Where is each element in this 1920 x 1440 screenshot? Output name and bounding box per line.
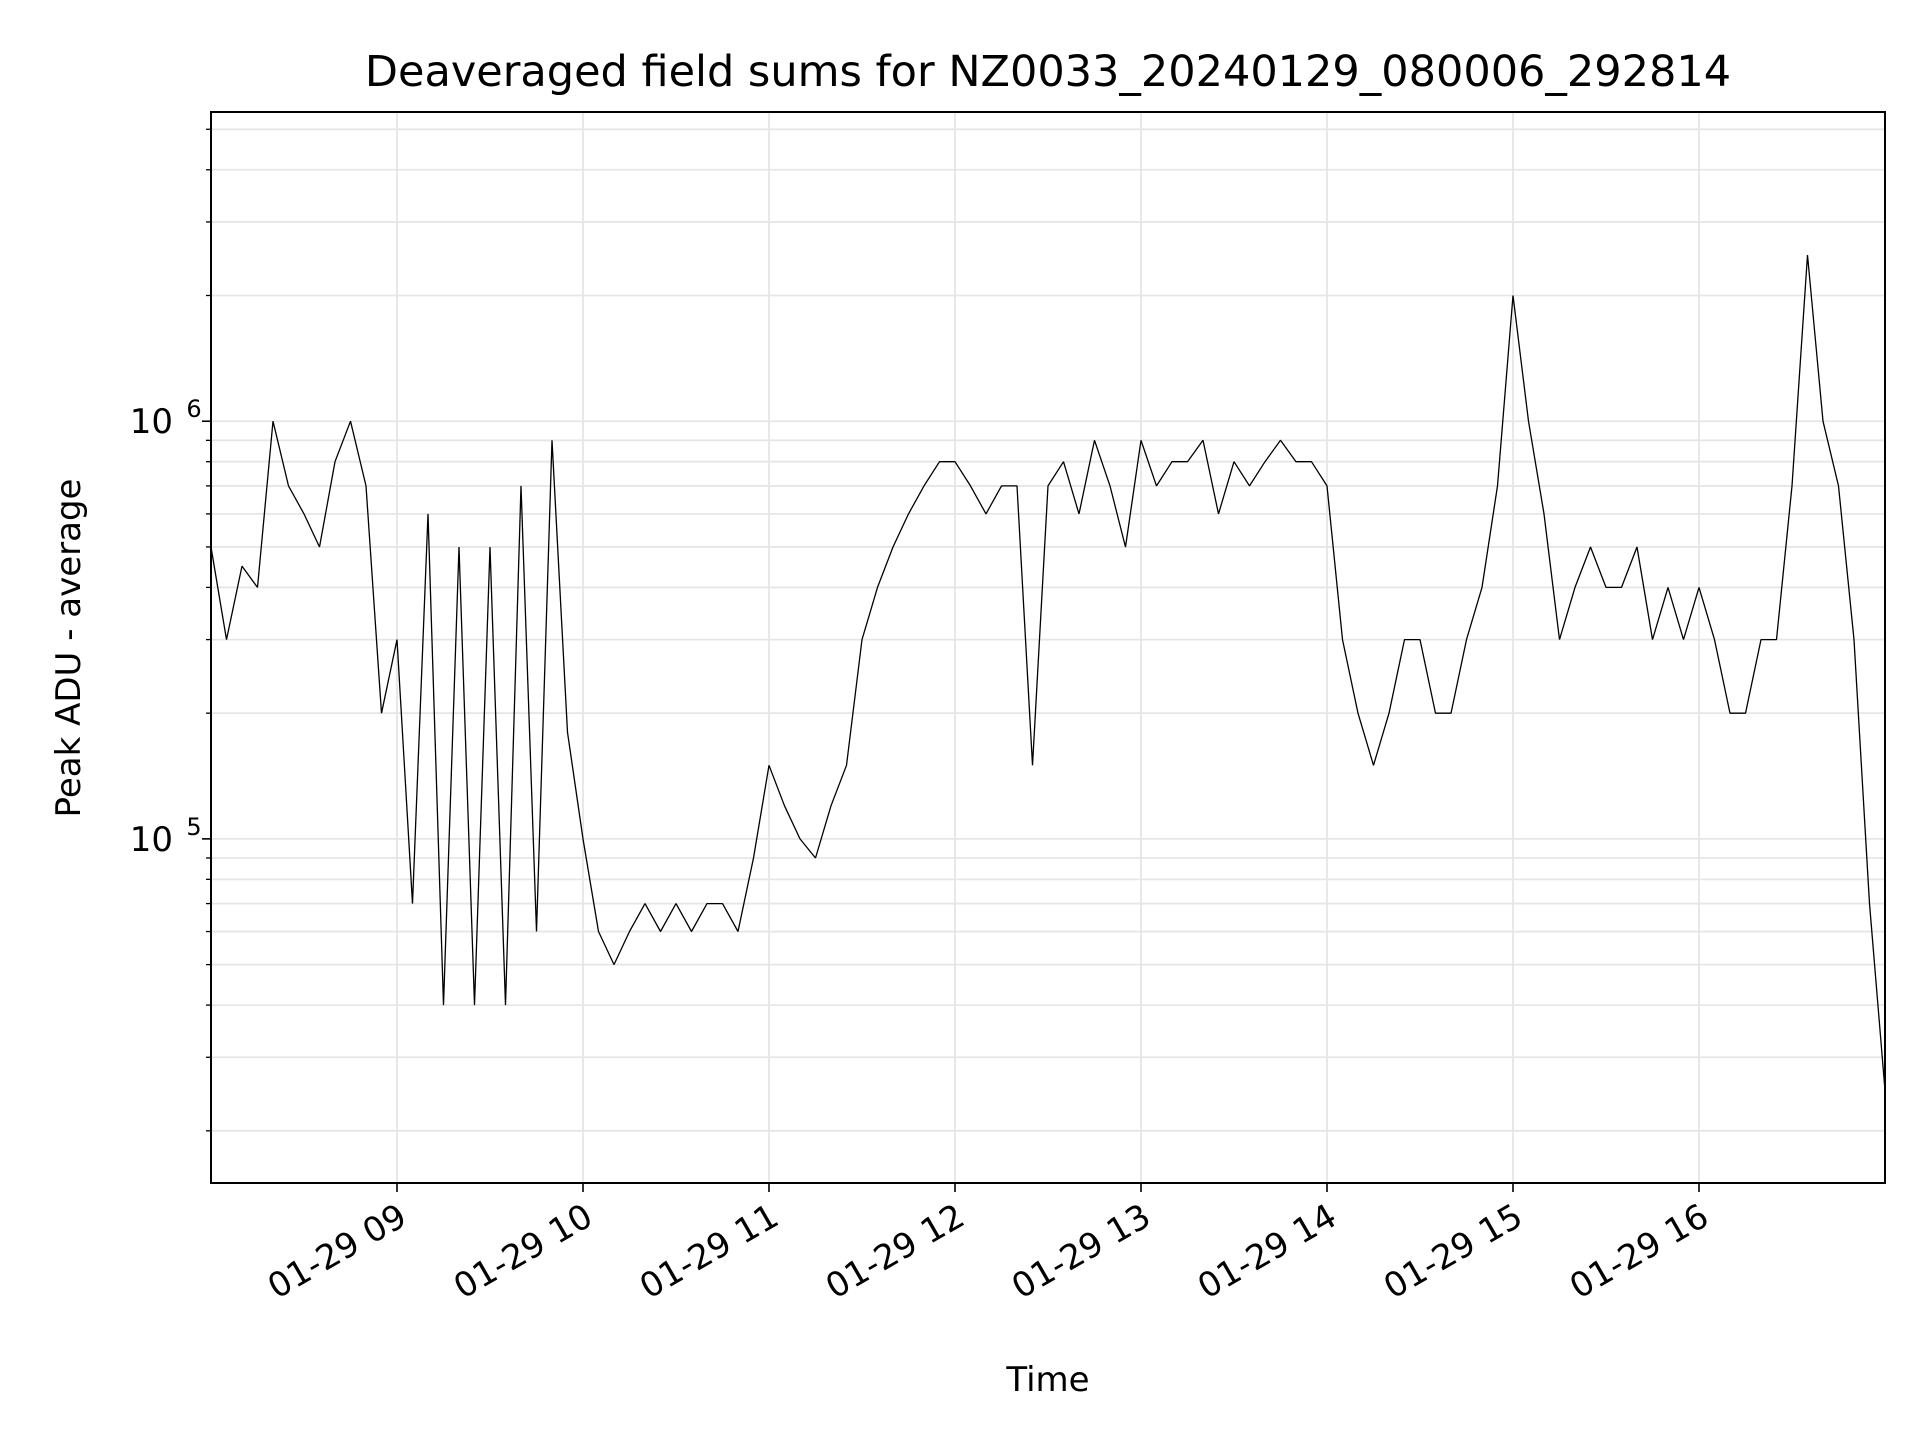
series-line: [210, 254, 1886, 1091]
y-tick-label: 10: [130, 820, 173, 860]
y-axis: 10 5 10 6: [130, 128, 211, 1132]
y-tick-exponent: 6: [186, 395, 201, 423]
y-tick-label: 10: [130, 402, 173, 442]
y-axis-title: Peak ADU - average: [49, 479, 89, 818]
x-axis-title: Time: [1005, 1360, 1089, 1400]
chart-title: Deaveraged field sums for NZ0033_2024012…: [365, 47, 1731, 97]
y-tick-exponent: 5: [186, 813, 201, 841]
plot-frame: [210, 111, 1886, 1184]
major-gridlines: [211, 112, 1885, 1183]
